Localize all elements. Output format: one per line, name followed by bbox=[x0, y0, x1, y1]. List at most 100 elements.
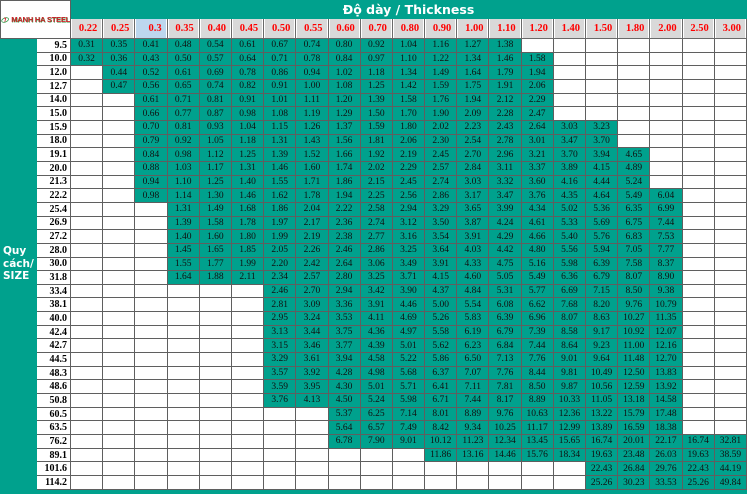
weight-cell: 6.23 bbox=[456, 338, 490, 354]
weight-cell: 1.90 bbox=[424, 106, 458, 121]
weight-cell: 1.55 bbox=[166, 256, 200, 272]
weight-cell: 1.45 bbox=[166, 242, 200, 258]
empty-cell bbox=[166, 393, 200, 408]
weight-cell: 8.63 bbox=[585, 311, 619, 326]
table-row: 12.7 0.47 0.56 0.65 0.74 0.82 0.91 1.00 1.08 1.25… bbox=[1, 78, 747, 94]
weight-cell: 1.46 bbox=[488, 51, 522, 67]
weight-cell: 3.29 bbox=[424, 201, 458, 217]
weight-cell: 5.56 bbox=[552, 242, 587, 258]
empty-cell bbox=[713, 242, 747, 258]
weight-cell: 13.83 bbox=[649, 365, 683, 381]
empty-cell bbox=[102, 311, 136, 326]
thickness-header-cell: 0.3 bbox=[134, 18, 168, 39]
empty-cell bbox=[102, 119, 136, 135]
weight-cell: 22.43 bbox=[585, 461, 619, 476]
empty-cell bbox=[713, 215, 747, 231]
empty-cell bbox=[198, 434, 232, 449]
weight-cell: 4.29 bbox=[488, 229, 522, 244]
weight-cell: 6.41 bbox=[424, 379, 458, 395]
weight-cell: 4.42 bbox=[488, 242, 522, 258]
weight-cell: 1.86 bbox=[263, 201, 297, 217]
weight-cell: 1.91 bbox=[488, 78, 522, 94]
weight-cell: 1.66 bbox=[327, 147, 361, 162]
weight-cell: 2.36 bbox=[327, 215, 361, 231]
table-row: 25.4 1.31 1.49 1.68 1.86 2.04 2.22 2.58 2.94 3.29… bbox=[1, 201, 747, 217]
weight-cell: 23.48 bbox=[617, 447, 651, 463]
weight-cell: 5.58 bbox=[424, 324, 458, 340]
weight-cell: 2.26 bbox=[295, 242, 329, 258]
empty-cell bbox=[134, 311, 168, 326]
weight-cell: 10.79 bbox=[649, 297, 683, 313]
empty-cell bbox=[134, 365, 168, 381]
table-row: 76.2 6.78 7.90 9.01 10.12 11.23 12.34 13.45 15.6… bbox=[1, 434, 747, 449]
weight-cell: 11.48 bbox=[617, 352, 651, 367]
weight-cell: 5.37 bbox=[327, 406, 361, 422]
empty-cell bbox=[585, 92, 619, 108]
weight-cell: 3.16 bbox=[391, 229, 426, 244]
weight-cell: 1.58 bbox=[391, 92, 426, 108]
weight-cell: 4.15 bbox=[585, 160, 619, 176]
empty-cell bbox=[713, 92, 747, 108]
weight-cell: 1.10 bbox=[166, 174, 200, 190]
weight-cell: 7.44 bbox=[456, 393, 490, 408]
weight-cell: 5.62 bbox=[424, 338, 458, 354]
weight-cell: 6.25 bbox=[359, 406, 393, 422]
weight-cell: 12.50 bbox=[617, 365, 651, 381]
weight-cell: 0.35 bbox=[102, 38, 136, 53]
empty-cell bbox=[617, 133, 651, 149]
empty-cell bbox=[713, 160, 747, 176]
page-title: Độ dày / Thickness bbox=[70, 0, 747, 19]
empty-cell bbox=[585, 106, 619, 121]
thickness-header-cell: 0.25 bbox=[102, 18, 136, 39]
empty-cell bbox=[102, 434, 136, 449]
empty-cell bbox=[649, 92, 683, 108]
table-row: 50.8 3.76 4.13 4.50 5.24 5.98 6.71 7.44 8.17 8.89… bbox=[1, 393, 747, 408]
weight-cell: 1.19 bbox=[295, 106, 329, 121]
weight-cell: 2.96 bbox=[488, 147, 522, 162]
weight-cell: 0.77 bbox=[166, 106, 200, 121]
table-row: 18.0 0.79 0.92 1.05 1.18 1.31 1.43 1.56 1.81 2.06… bbox=[1, 133, 747, 149]
weight-cell: 3.13 bbox=[263, 324, 297, 340]
empty-cell bbox=[70, 92, 104, 108]
empty-cell bbox=[198, 379, 232, 395]
weight-cell: 15.79 bbox=[617, 406, 651, 422]
logo: MANH HA STEEL bbox=[0, 0, 72, 39]
empty-cell bbox=[585, 51, 619, 67]
empty-cell bbox=[70, 297, 104, 313]
weight-cell: 1.81 bbox=[359, 133, 393, 149]
weight-cell: 3.70 bbox=[585, 133, 619, 149]
weight-cell: 3.87 bbox=[456, 215, 490, 231]
weight-cell: 0.74 bbox=[295, 38, 329, 53]
empty-cell bbox=[134, 352, 168, 367]
weight-cell: 2.58 bbox=[359, 201, 393, 217]
weight-cell: 5.22 bbox=[391, 352, 426, 367]
empty-cell bbox=[166, 406, 200, 422]
weight-cell: 3.59 bbox=[263, 379, 297, 395]
weight-cell: 8.89 bbox=[456, 406, 490, 422]
empty-cell bbox=[70, 256, 104, 272]
empty-cell bbox=[649, 133, 683, 149]
weight-cell: 3.21 bbox=[520, 147, 554, 162]
weight-cell: 38.59 bbox=[713, 447, 747, 463]
weight-cell: 1.97 bbox=[263, 215, 297, 231]
weight-cell: 15.76 bbox=[520, 447, 554, 463]
empty-cell bbox=[263, 461, 297, 476]
empty-cell bbox=[70, 406, 104, 422]
empty-cell bbox=[134, 201, 168, 217]
empty-cell bbox=[102, 338, 136, 354]
empty-cell bbox=[263, 434, 297, 449]
empty-cell bbox=[166, 447, 200, 463]
weight-cell: 5.49 bbox=[617, 188, 651, 203]
weight-cell: 6.99 bbox=[649, 201, 683, 217]
weight-cell: 5.49 bbox=[520, 270, 554, 285]
empty-cell bbox=[134, 324, 168, 340]
size-cell: 26.9 bbox=[35, 215, 72, 231]
size-cell: 30.0 bbox=[35, 256, 72, 272]
weight-cell: 49.84 bbox=[713, 475, 747, 490]
empty-cell bbox=[713, 147, 747, 162]
weight-cell: 0.98 bbox=[166, 147, 200, 162]
empty-cell bbox=[102, 256, 136, 272]
weight-cell: 2.57 bbox=[295, 270, 329, 285]
weight-cell: 4.28 bbox=[327, 365, 361, 381]
